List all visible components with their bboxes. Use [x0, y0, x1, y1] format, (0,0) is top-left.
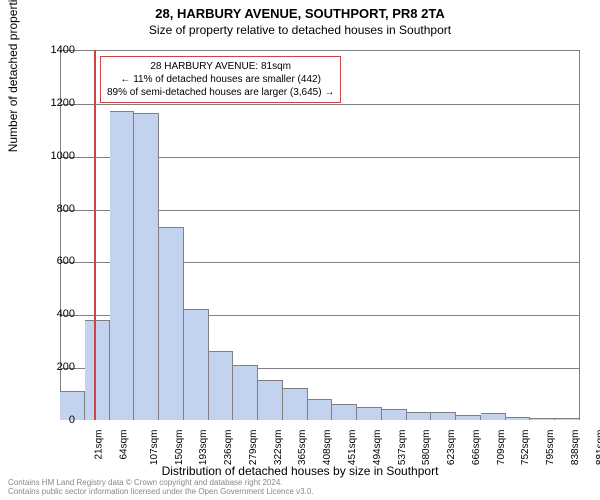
ytick-label: 400 [35, 308, 75, 320]
histogram-bar [308, 399, 333, 420]
histogram-bar [506, 417, 531, 420]
xtick-label: 838sqm [570, 430, 581, 466]
xtick-label: 709sqm [496, 430, 507, 466]
xtick-label: 107sqm [149, 430, 160, 466]
xtick-label: 64sqm [119, 430, 130, 460]
legend-line-3: 89% of semi-detached houses are larger (… [107, 86, 334, 99]
histogram-bar [431, 412, 456, 420]
histogram-bar [481, 413, 506, 420]
xtick-label: 795sqm [545, 430, 556, 466]
histogram-bar [233, 365, 258, 421]
xtick-label: 279sqm [248, 430, 259, 466]
xtick-label: 236sqm [223, 430, 234, 466]
xtick-label: 150sqm [174, 430, 185, 466]
histogram-bar [407, 412, 432, 420]
histogram-bar [134, 113, 159, 420]
xtick-label: 752sqm [520, 430, 531, 466]
histogram-bar [555, 418, 580, 420]
xtick-label: 193sqm [199, 430, 210, 466]
chart-subtitle: Size of property relative to detached ho… [0, 21, 600, 37]
ytick-label: 0 [35, 414, 75, 426]
xtick-label: 580sqm [421, 430, 432, 466]
legend-box: 28 HARBURY AVENUE: 81sqm ← 11% of detach… [100, 56, 341, 103]
xtick-label: 451sqm [347, 430, 358, 466]
ytick-label: 800 [35, 203, 75, 215]
gridline [60, 104, 579, 105]
histogram-bar [283, 388, 308, 420]
histogram-bar [184, 309, 209, 420]
xtick-label: 881sqm [595, 430, 600, 466]
histogram-bar [530, 418, 555, 420]
histogram-bar [382, 409, 407, 420]
histogram-bar [159, 227, 184, 420]
ytick-label: 1400 [35, 44, 75, 56]
xtick-label: 322sqm [273, 430, 284, 466]
histogram-bar [456, 415, 481, 420]
ytick-label: 600 [35, 255, 75, 267]
x-axis-label: Distribution of detached houses by size … [0, 464, 600, 478]
xtick-label: 408sqm [322, 430, 333, 466]
y-axis-label: Number of detached properties [6, 0, 20, 152]
xtick-label: 537sqm [397, 430, 408, 466]
histogram-bar [209, 351, 234, 420]
ytick-label: 1000 [35, 150, 75, 162]
attribution: Contains HM Land Registry data © Crown c… [8, 479, 314, 497]
histogram-bar [332, 404, 357, 420]
legend-line-2: ← 11% of detached houses are smaller (44… [107, 73, 334, 86]
xtick-label: 365sqm [298, 430, 309, 466]
histogram-bar [258, 380, 283, 420]
histogram-bar [110, 111, 135, 420]
histogram-bar [85, 320, 110, 420]
xtick-label: 666sqm [471, 430, 482, 466]
xtick-label: 623sqm [446, 430, 457, 466]
legend-line-1: 28 HARBURY AVENUE: 81sqm [107, 60, 334, 73]
xtick-label: 21sqm [94, 430, 105, 460]
ytick-label: 200 [35, 361, 75, 373]
histogram-bar [357, 407, 382, 420]
xtick-label: 494sqm [372, 430, 383, 466]
plot-area [60, 50, 580, 420]
marker-line [94, 50, 96, 420]
chart-title: 28, HARBURY AVENUE, SOUTHPORT, PR8 2TA [0, 0, 600, 21]
ytick-label: 1200 [35, 97, 75, 109]
attribution-line-2: Contains public sector information licen… [8, 488, 314, 497]
